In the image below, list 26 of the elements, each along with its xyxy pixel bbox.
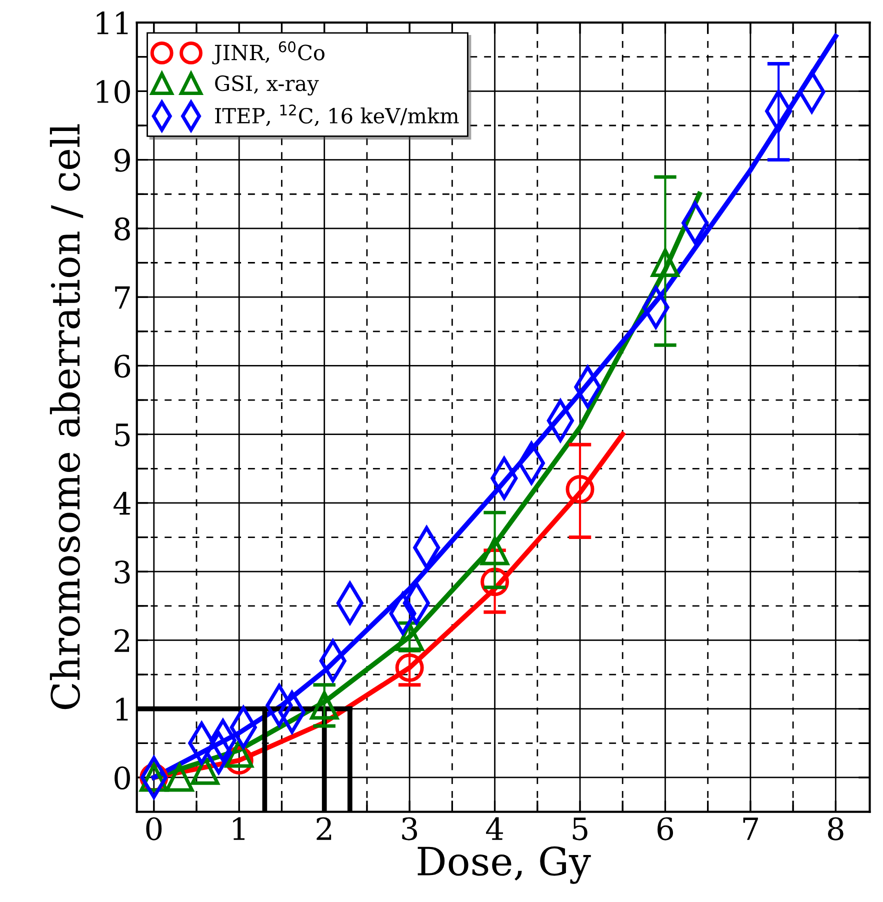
x-tick-label: 3 [402, 817, 418, 840]
x-tick-label: 5 [572, 818, 588, 840]
x-tick-label: 6 [658, 817, 674, 840]
y-tick-label: 7 [115, 286, 130, 309]
y-axis-title: Chromosome aberration / cell [50, 124, 84, 710]
x-tick-label: 2 [316, 817, 332, 840]
y-tick-label: 1 [116, 698, 128, 720]
y-tick-label: 4 [114, 492, 130, 515]
y-tick-label: 0 [114, 766, 130, 790]
x-tick-label: 7 [743, 818, 758, 840]
x-tick-label: 0 [146, 817, 162, 840]
y-tick-label: 5 [115, 424, 130, 446]
y-tick-label: 11 [96, 11, 128, 34]
legend-label: GSI, x-ray [215, 75, 319, 96]
x-tick-label: 4 [486, 817, 503, 840]
y-tick-label: 10 [96, 80, 130, 104]
x-axis-title: Dose, Gy [418, 846, 591, 884]
y-tick-label: 8 [114, 217, 130, 240]
legend-label: JINR, $^{60}$Co [212, 41, 324, 64]
x-tick-label: 1 [233, 817, 245, 840]
legend-label: ITEP, $^{12}$C, 16 keV/mkm [215, 104, 459, 126]
y-tick-label: 9 [114, 148, 130, 172]
y-tick-label: 6 [114, 354, 130, 378]
y-tick-label: 2 [114, 629, 130, 652]
x-tick-label: 8 [828, 817, 844, 840]
y-tick-label: 3 [114, 560, 130, 584]
